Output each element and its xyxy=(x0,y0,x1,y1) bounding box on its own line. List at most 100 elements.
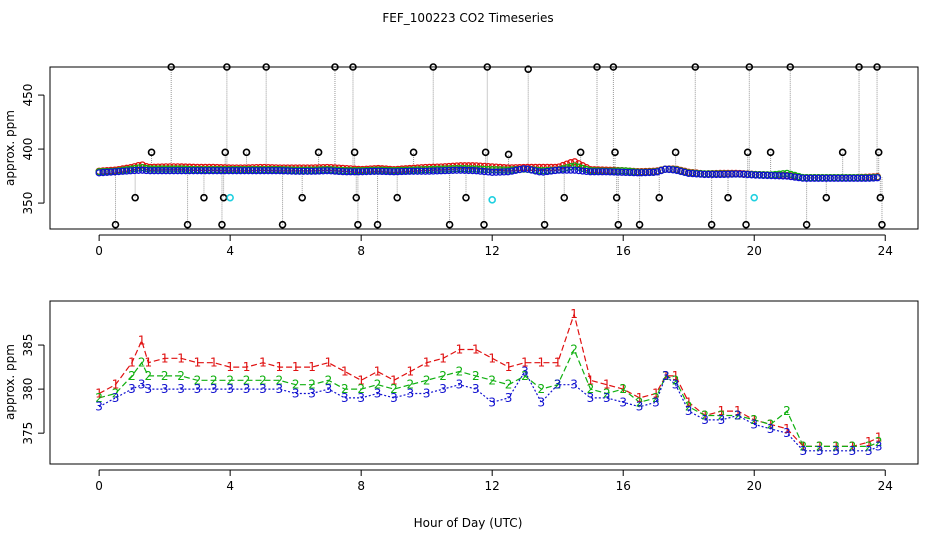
top-y-tick-label: 350 xyxy=(21,192,35,215)
top-point-series-3 xyxy=(575,166,583,175)
top-x-tick-label: 8 xyxy=(357,244,365,258)
series-3-point: 3 xyxy=(406,387,414,401)
top-point-series-3 xyxy=(551,166,559,175)
top-outliers xyxy=(111,63,886,229)
outlier-point xyxy=(874,148,883,157)
top-point-series-3 xyxy=(740,170,748,178)
series-2-point: 2 xyxy=(636,395,644,409)
series-2-point: 2 xyxy=(652,391,660,405)
top-point-series-3 xyxy=(614,168,622,176)
top-x-tick-label: 0 xyxy=(95,244,103,258)
series-1-point: 1 xyxy=(308,360,316,374)
top-point-series-3 xyxy=(696,170,705,178)
bottom-x-tick-label: 12 xyxy=(485,479,500,493)
top-point-series-3 xyxy=(225,167,233,175)
series-3-point: 3 xyxy=(505,391,513,405)
bottom-y-axis-label: approx. ppm xyxy=(3,344,17,420)
series-1-point: 1 xyxy=(570,307,578,321)
top-point-series-3 xyxy=(315,167,323,175)
series-1-point: 1 xyxy=(292,360,300,374)
top-point-series-3 xyxy=(402,167,410,176)
top-point-series-3 xyxy=(409,167,418,175)
top-point-series-3 xyxy=(122,167,131,175)
top-point-series-3 xyxy=(174,167,182,175)
series-2-point: 2 xyxy=(521,369,529,383)
series-1-point: 1 xyxy=(662,369,670,383)
series-2-point: 2 xyxy=(275,373,283,387)
series-3-point: 3 xyxy=(161,382,169,396)
top-point-series-3 xyxy=(229,167,237,175)
top-point-series-3 xyxy=(677,167,685,176)
series-2-point: 2 xyxy=(875,435,883,449)
series-1-point: 1 xyxy=(701,409,709,423)
series-2-point: 2 xyxy=(406,378,414,392)
outlier-point xyxy=(838,148,847,157)
top-point-series-3 xyxy=(865,174,874,182)
top-point-series-3 xyxy=(799,174,807,182)
top-point-series-3 xyxy=(213,167,221,175)
top-point-series-3 xyxy=(555,166,563,174)
top-point-series-3 xyxy=(732,170,740,178)
outlier-point xyxy=(462,193,470,202)
series-2-point: 2 xyxy=(374,378,382,392)
top-point-series-3 xyxy=(331,167,339,175)
top-point-series-3 xyxy=(873,174,882,182)
series-1-point: 1 xyxy=(750,413,758,427)
outlier-point xyxy=(745,63,754,71)
top-point-series-3 xyxy=(319,167,327,175)
series-3-point: 3 xyxy=(357,391,365,405)
series-1-point: 1 xyxy=(128,356,136,370)
series-3-point: 3 xyxy=(816,444,824,458)
outlier-point xyxy=(111,220,120,229)
top-point-series-3 xyxy=(496,168,504,176)
top-point-series-3 xyxy=(244,167,253,175)
outlier-point xyxy=(671,148,680,157)
top-point-series-1 xyxy=(166,163,174,171)
series-2-point: 2 xyxy=(210,373,218,387)
top-point-series-3 xyxy=(386,167,394,176)
series-3-point: 3 xyxy=(701,413,709,427)
top-point-series-3 xyxy=(339,167,347,176)
top-point-series-3 xyxy=(559,166,567,174)
top-point-series-3 xyxy=(429,167,437,175)
series-3-point: 3 xyxy=(243,382,251,396)
top-point-series-3 xyxy=(814,174,823,182)
series-2-point: 2 xyxy=(538,382,546,396)
top-point-series-1 xyxy=(174,163,182,171)
top-point-series-3 xyxy=(382,167,390,176)
series-2-point: 2 xyxy=(177,369,185,383)
top-flags xyxy=(226,193,759,204)
series-1-point: 1 xyxy=(95,387,103,401)
top-point-series-3 xyxy=(630,168,638,177)
series-1-point: 1 xyxy=(456,342,464,356)
top-point-series-3 xyxy=(810,174,819,182)
series-2-point: 2 xyxy=(672,373,680,387)
top-point-series-3 xyxy=(618,168,626,176)
series-2-point: 2 xyxy=(619,382,627,396)
series-3-point: 3 xyxy=(685,404,693,418)
top-point-series-3 xyxy=(362,167,371,176)
top-point-series-3 xyxy=(107,168,115,176)
top-point-series-3 xyxy=(115,167,123,176)
top-point-series-3 xyxy=(378,167,386,176)
top-point-series-3 xyxy=(292,167,300,175)
outlier-point xyxy=(612,193,621,202)
top-point-series-3 xyxy=(854,174,862,182)
series-3-point: 3 xyxy=(521,364,529,378)
top-point-series-3 xyxy=(598,168,606,176)
outlier-point xyxy=(223,63,231,71)
outlier-point xyxy=(504,150,513,159)
series-3-point: 3 xyxy=(849,444,857,458)
outlier-point xyxy=(349,63,357,71)
top-point-series-3 xyxy=(284,167,292,175)
series-2-point: 2 xyxy=(144,369,152,383)
top-point-series-3 xyxy=(767,171,775,180)
top-point-series-3 xyxy=(201,167,209,175)
outlier-point xyxy=(593,63,601,71)
top-point-series-3 xyxy=(531,167,540,175)
top-point-series-3 xyxy=(366,167,374,176)
top-point-series-3 xyxy=(181,167,190,175)
top-point-series-3 xyxy=(688,169,697,178)
top-point-series-3 xyxy=(744,170,752,179)
